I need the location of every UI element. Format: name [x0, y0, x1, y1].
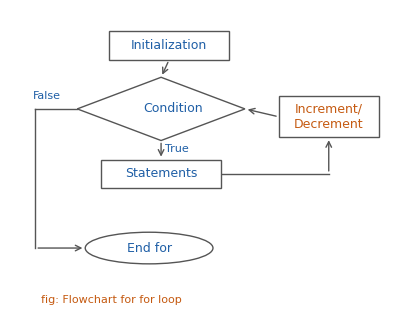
Ellipse shape [85, 232, 213, 264]
Polygon shape [77, 77, 244, 141]
Text: True: True [165, 144, 188, 154]
Bar [109, 32, 229, 60]
Text: Increment/
Decrement: Increment/ Decrement [293, 103, 363, 131]
Text: Statements: Statements [125, 167, 197, 180]
Bar [101, 160, 221, 188]
Bar [278, 96, 378, 137]
Text: End for: End for [126, 241, 171, 255]
Text: False: False [33, 91, 61, 101]
Text: Initialization: Initialization [131, 39, 207, 52]
Text: Condition: Condition [143, 102, 203, 115]
Text: fig: Flowchart for for loop: fig: Flowchart for for loop [41, 295, 182, 305]
